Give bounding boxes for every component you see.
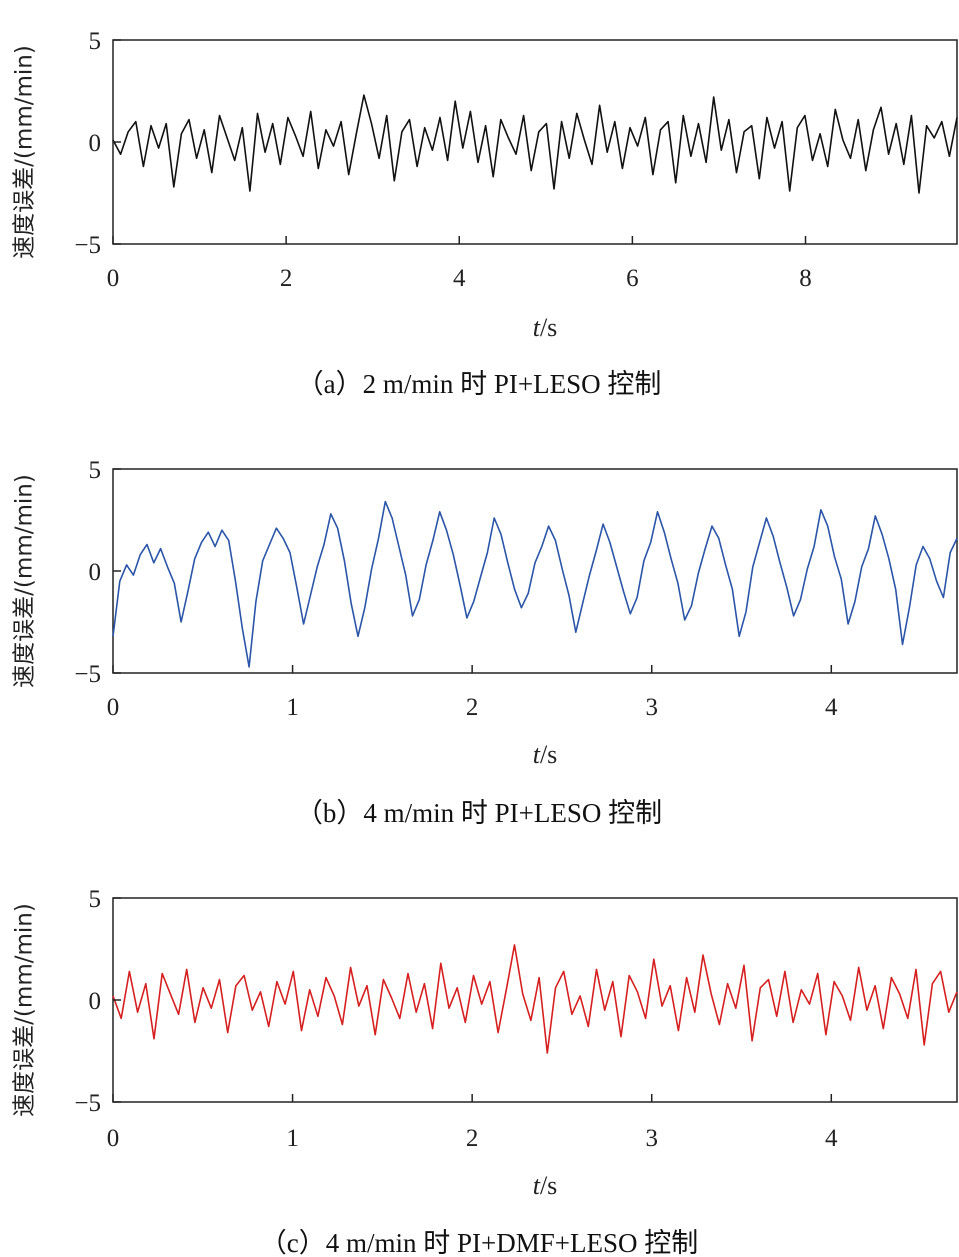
y-tick-label: 0 xyxy=(89,559,102,586)
y-tick-label: 5 xyxy=(89,886,102,913)
x-axis-label: t/s xyxy=(533,313,558,342)
y-tick-label: −5 xyxy=(74,661,101,688)
x-tick-label: 3 xyxy=(645,694,658,721)
x-axis-label: t/s xyxy=(533,740,558,769)
series-line-1 xyxy=(112,94,958,194)
y-tick-label: −5 xyxy=(74,1090,101,1117)
x-tick-label: 6 xyxy=(626,265,639,292)
x-tick-label: 2 xyxy=(466,694,479,721)
y-tick-label: −5 xyxy=(74,232,101,259)
panel-caption: （a）2 m/min 时 PI+LESO 控制 xyxy=(297,369,662,399)
y-axis-label: 速度误差/(mm/min) xyxy=(12,474,38,688)
x-tick-label: 0 xyxy=(107,1125,120,1152)
x-tick-label: 0 xyxy=(107,694,120,721)
y-tick-label: 0 xyxy=(89,130,102,157)
x-tick-label: 0 xyxy=(107,265,120,292)
y-tick-label: 5 xyxy=(89,457,102,484)
plot-frame xyxy=(112,468,958,674)
x-tick-label: 3 xyxy=(645,1125,658,1152)
x-axis-label: t/s xyxy=(533,1171,558,1200)
x-tick-label: 8 xyxy=(799,265,812,292)
x-tick-label: 4 xyxy=(453,265,466,292)
x-tick-label: 2 xyxy=(280,265,293,292)
series-line-1 xyxy=(112,500,958,668)
x-tick-label: 1 xyxy=(286,1125,299,1152)
x-tick-label: 2 xyxy=(466,1125,479,1152)
y-axis-label: 速度误差/(mm/min) xyxy=(12,903,38,1117)
x-tick-label: 1 xyxy=(286,694,299,721)
y-tick-label: 5 xyxy=(89,28,102,55)
y-axis-label: 速度误差/(mm/min) xyxy=(12,45,38,259)
y-tick-label: 0 xyxy=(89,988,102,1015)
x-tick-label: 4 xyxy=(825,694,838,721)
panel-caption: （c）4 m/min 时 PI+DMF+LESO 控制 xyxy=(260,1228,698,1257)
series-line-1 xyxy=(112,944,958,1054)
x-tick-label: 4 xyxy=(825,1125,838,1152)
panel-caption: （b）4 m/min 时 PI+LESO 控制 xyxy=(296,798,662,828)
